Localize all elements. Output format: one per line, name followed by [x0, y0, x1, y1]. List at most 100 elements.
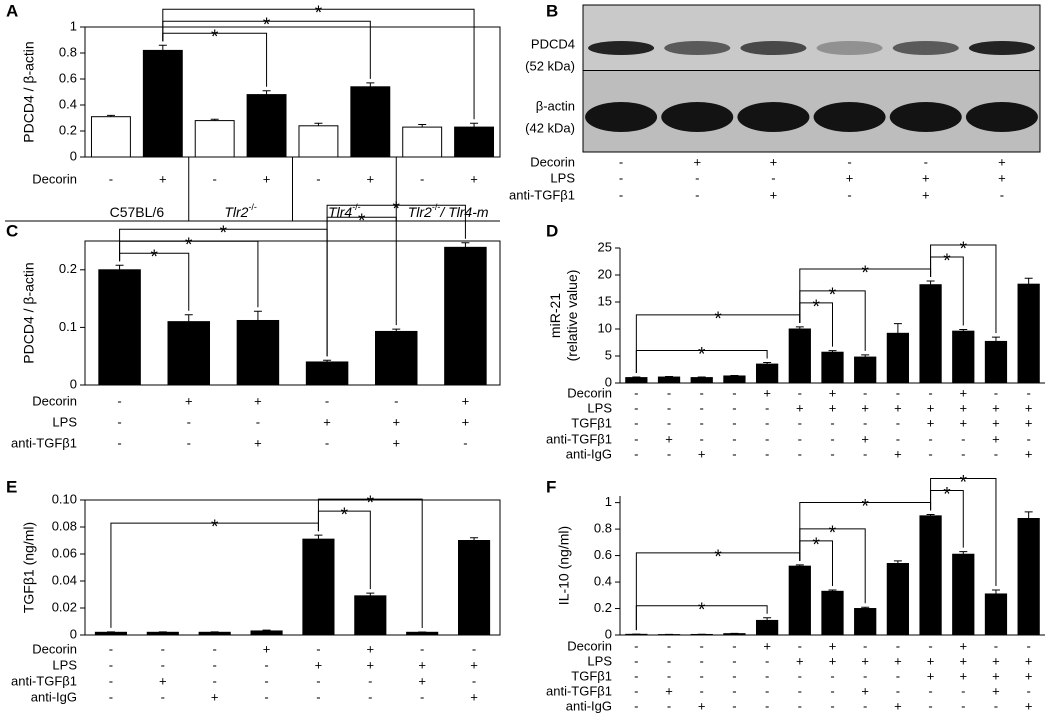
condition-sign: -: [634, 446, 638, 461]
condition-sign: +: [992, 400, 1000, 415]
condition-sign: +: [263, 641, 271, 656]
bar: [350, 86, 391, 158]
condition-sign: +: [1025, 698, 1033, 713]
error-bar: [959, 329, 968, 332]
condition-sign: +: [861, 683, 869, 698]
panel-letter: A: [6, 1, 18, 20]
condition-sign: -: [316, 171, 320, 186]
significance-star: *: [714, 309, 722, 330]
condition-sign: -: [117, 414, 121, 429]
condition-sign: -: [798, 638, 802, 653]
condition-sign: +: [770, 154, 778, 169]
condition-sign: +: [829, 653, 837, 668]
error-bar: [210, 118, 219, 121]
bar: [723, 375, 746, 384]
error-bar: [1024, 277, 1033, 285]
y-tick-label: 0.04: [52, 572, 77, 587]
condition-sign: -: [847, 187, 851, 202]
condition-sign: -: [394, 393, 398, 408]
condition-sign: -: [896, 683, 900, 698]
bar: [236, 319, 280, 386]
condition-sign: +: [698, 698, 706, 713]
y-tick-label: 0.2: [594, 600, 612, 615]
condition-sign: -: [1026, 385, 1030, 400]
condition-sign: -: [667, 653, 671, 668]
condition-sign: -: [765, 683, 769, 698]
y-tick-label: 0: [605, 374, 612, 389]
condition-sign: -: [700, 431, 704, 446]
bar: [821, 590, 844, 636]
condition-sign: +: [927, 400, 935, 415]
significance-bracket: [110, 522, 319, 628]
y-tick-label: 0.4: [594, 573, 612, 588]
plot-frame: [84, 240, 501, 386]
error-bar: [893, 560, 902, 564]
condition-sign: -: [961, 446, 965, 461]
y-axis-title: (relative value): [564, 270, 580, 362]
condition-sign: -: [732, 431, 736, 446]
blot-band: [968, 41, 1035, 55]
bar: [657, 376, 681, 384]
group-label-part: -/-: [432, 202, 441, 212]
bar: [246, 94, 287, 158]
significance-star: *: [960, 473, 968, 494]
condition-sign: -: [667, 668, 671, 683]
condition-sign: -: [928, 446, 932, 461]
row-label: anti-IgG: [566, 698, 612, 713]
significance-star: *: [315, 3, 323, 24]
condition-sign: -: [700, 400, 704, 415]
condition-sign: +: [770, 187, 778, 202]
blot-band: [585, 102, 658, 132]
condition-sign: +: [927, 653, 935, 668]
condition-sign: -: [634, 400, 638, 415]
condition-sign: +: [470, 657, 478, 672]
bar: [625, 377, 648, 384]
condition-sign: +: [894, 653, 902, 668]
condition-sign: +: [1025, 400, 1033, 415]
condition-sign: +: [959, 668, 967, 683]
significance-star: *: [714, 547, 722, 568]
condition-sign: -: [316, 641, 320, 656]
condition-sign: -: [928, 698, 932, 713]
condition-sign: -: [798, 431, 802, 446]
group-label-part: -/-: [352, 202, 361, 212]
condition-sign: +: [992, 415, 1000, 430]
condition-sign: -: [798, 415, 802, 430]
significance-star: *: [341, 505, 349, 526]
panel-letter: B: [546, 1, 558, 20]
bar: [167, 321, 210, 386]
condition-sign: +: [159, 673, 167, 688]
condition-sign: -: [771, 170, 775, 185]
condition-sign: -: [863, 698, 867, 713]
condition-sign: +: [367, 641, 375, 656]
row-label: Decorin: [32, 171, 77, 186]
error-bar: [366, 82, 375, 87]
condition-sign: -: [994, 385, 998, 400]
significance-bracket: [930, 478, 997, 586]
condition-sign: -: [472, 641, 476, 656]
condition-sign: -: [634, 683, 638, 698]
significance-star: *: [698, 344, 706, 365]
condition-sign: -: [695, 187, 699, 202]
condition-sign: -: [1026, 638, 1030, 653]
bar: [1017, 518, 1040, 636]
condition-sign: +: [927, 415, 935, 430]
significance-bracket: [326, 204, 466, 357]
error-bar: [991, 336, 1000, 342]
band-label: (52 kDa): [525, 58, 575, 73]
condition-sign: -: [863, 415, 867, 430]
condition-sign: -: [896, 385, 900, 400]
condition-sign: -: [732, 385, 736, 400]
bar: [690, 377, 713, 384]
condition-sign: -: [830, 668, 834, 683]
condition-sign: -: [994, 698, 998, 713]
condition-sign: -: [368, 673, 372, 688]
condition-sign: -: [264, 673, 268, 688]
condition-sign: -: [667, 698, 671, 713]
bar: [854, 356, 877, 384]
group-label-part: / Tlr4-m: [439, 204, 489, 220]
condition-sign: +: [959, 653, 967, 668]
row-label: anti-IgG: [566, 446, 612, 461]
condition-sign: +: [462, 393, 470, 408]
